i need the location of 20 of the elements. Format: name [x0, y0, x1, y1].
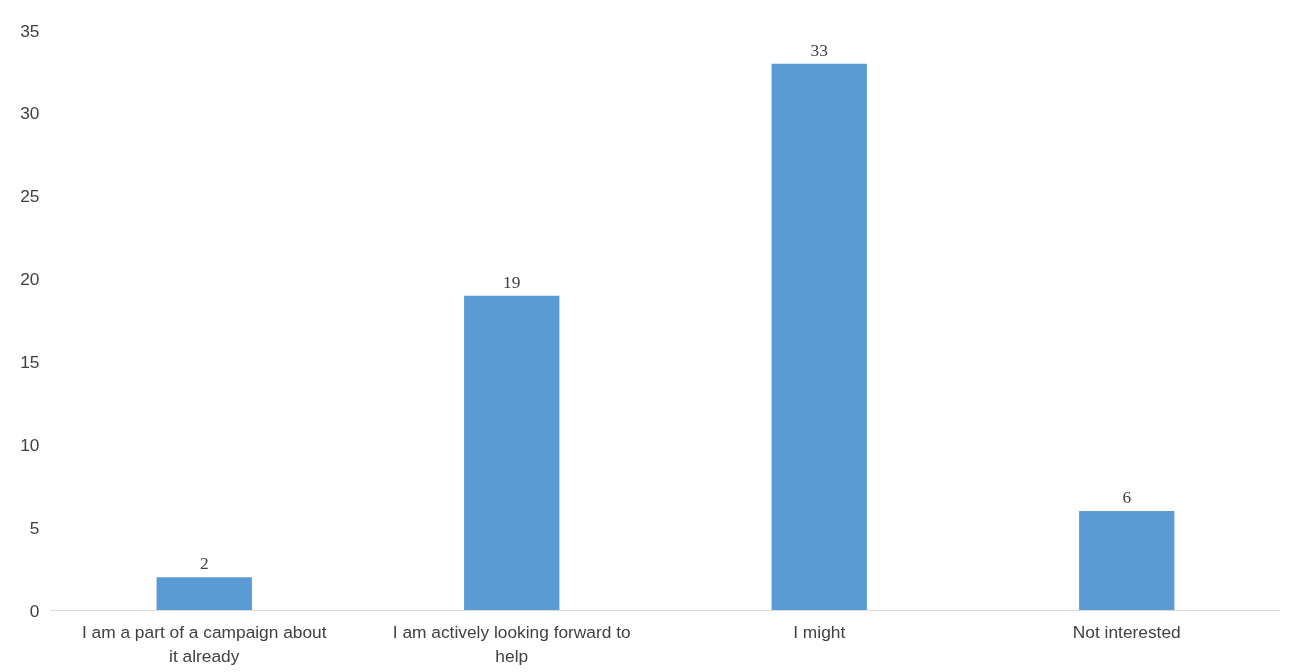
bar — [464, 295, 560, 611]
bar — [771, 63, 867, 611]
y-tick-label: 0 — [29, 600, 40, 621]
y-tick-label: 5 — [29, 517, 40, 538]
y-tick-label: 35 — [20, 20, 40, 41]
x-tick-label: I am a part of a campaign about it already — [81, 621, 327, 666]
bar — [1079, 511, 1175, 611]
x-tick-label: I am actively looking forward to help — [392, 621, 631, 666]
x-tick-label: I might — [793, 621, 846, 642]
data-label: 19 — [503, 272, 521, 292]
x-tick-label: Not interested — [1072, 621, 1181, 642]
data-label: 6 — [1122, 488, 1132, 508]
y-tick-label: 10 — [20, 434, 40, 455]
y-tick-label: 15 — [20, 351, 40, 372]
y-tick-label: 20 — [20, 269, 40, 290]
bar — [156, 577, 252, 611]
y-tick-label: 25 — [20, 186, 40, 207]
data-label: 2 — [199, 554, 209, 574]
data-label: 33 — [810, 40, 828, 60]
y-tick-label: 30 — [20, 103, 40, 124]
